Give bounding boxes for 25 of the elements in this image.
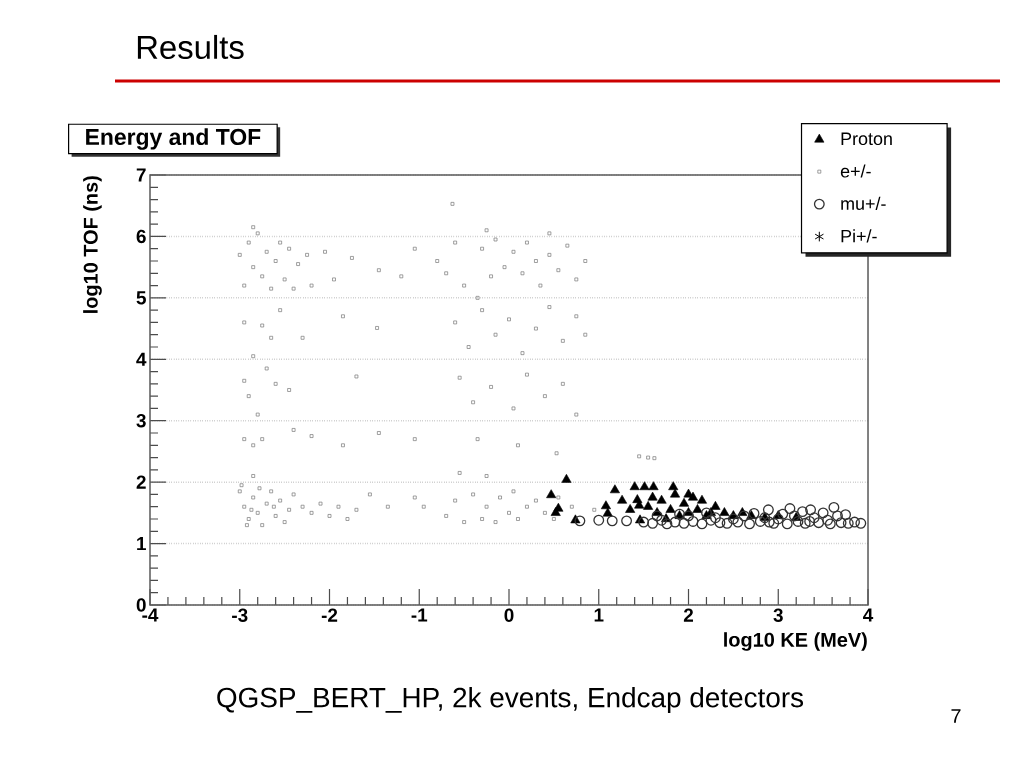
x-axis-title: log10 KE (MeV) bbox=[724, 632, 867, 651]
legend-label: e+/- bbox=[840, 164, 871, 178]
x-tick-label: -1 bbox=[411, 608, 428, 622]
x-tick-label: 2 bbox=[683, 608, 694, 622]
y-tick-label: 4 bbox=[136, 352, 147, 366]
y-tick-label: 5 bbox=[136, 291, 146, 305]
x-tick-label: 0 bbox=[504, 608, 514, 622]
x-tick-label: -2 bbox=[321, 608, 338, 622]
legend-label: mu+/- bbox=[841, 196, 886, 211]
legend-label: Pi+/- bbox=[841, 229, 877, 243]
chart-subtitle: Energy and TOF bbox=[86, 128, 261, 150]
text: 7 bbox=[951, 709, 961, 723]
x-tick-label: 1 bbox=[594, 608, 604, 622]
x-tick-label: 3 bbox=[773, 608, 783, 622]
y-tick-label: 6 bbox=[136, 229, 146, 244]
x-tick-label: -3 bbox=[232, 608, 248, 622]
y-axis-title: log10 TOF (ns) bbox=[83, 176, 102, 313]
x-tick-label: 4 bbox=[863, 608, 874, 622]
y-tick-label: 1 bbox=[137, 537, 146, 551]
y-tick-label: 3 bbox=[136, 414, 146, 428]
chart-title: Results bbox=[137, 34, 244, 60]
text: QGSP_BERT_HP, 2k events, Endcap detectors bbox=[217, 687, 804, 713]
y-tick-label: 7 bbox=[136, 168, 146, 182]
y-tick-label: 2 bbox=[136, 475, 146, 489]
legend-label: Proton bbox=[841, 132, 892, 146]
